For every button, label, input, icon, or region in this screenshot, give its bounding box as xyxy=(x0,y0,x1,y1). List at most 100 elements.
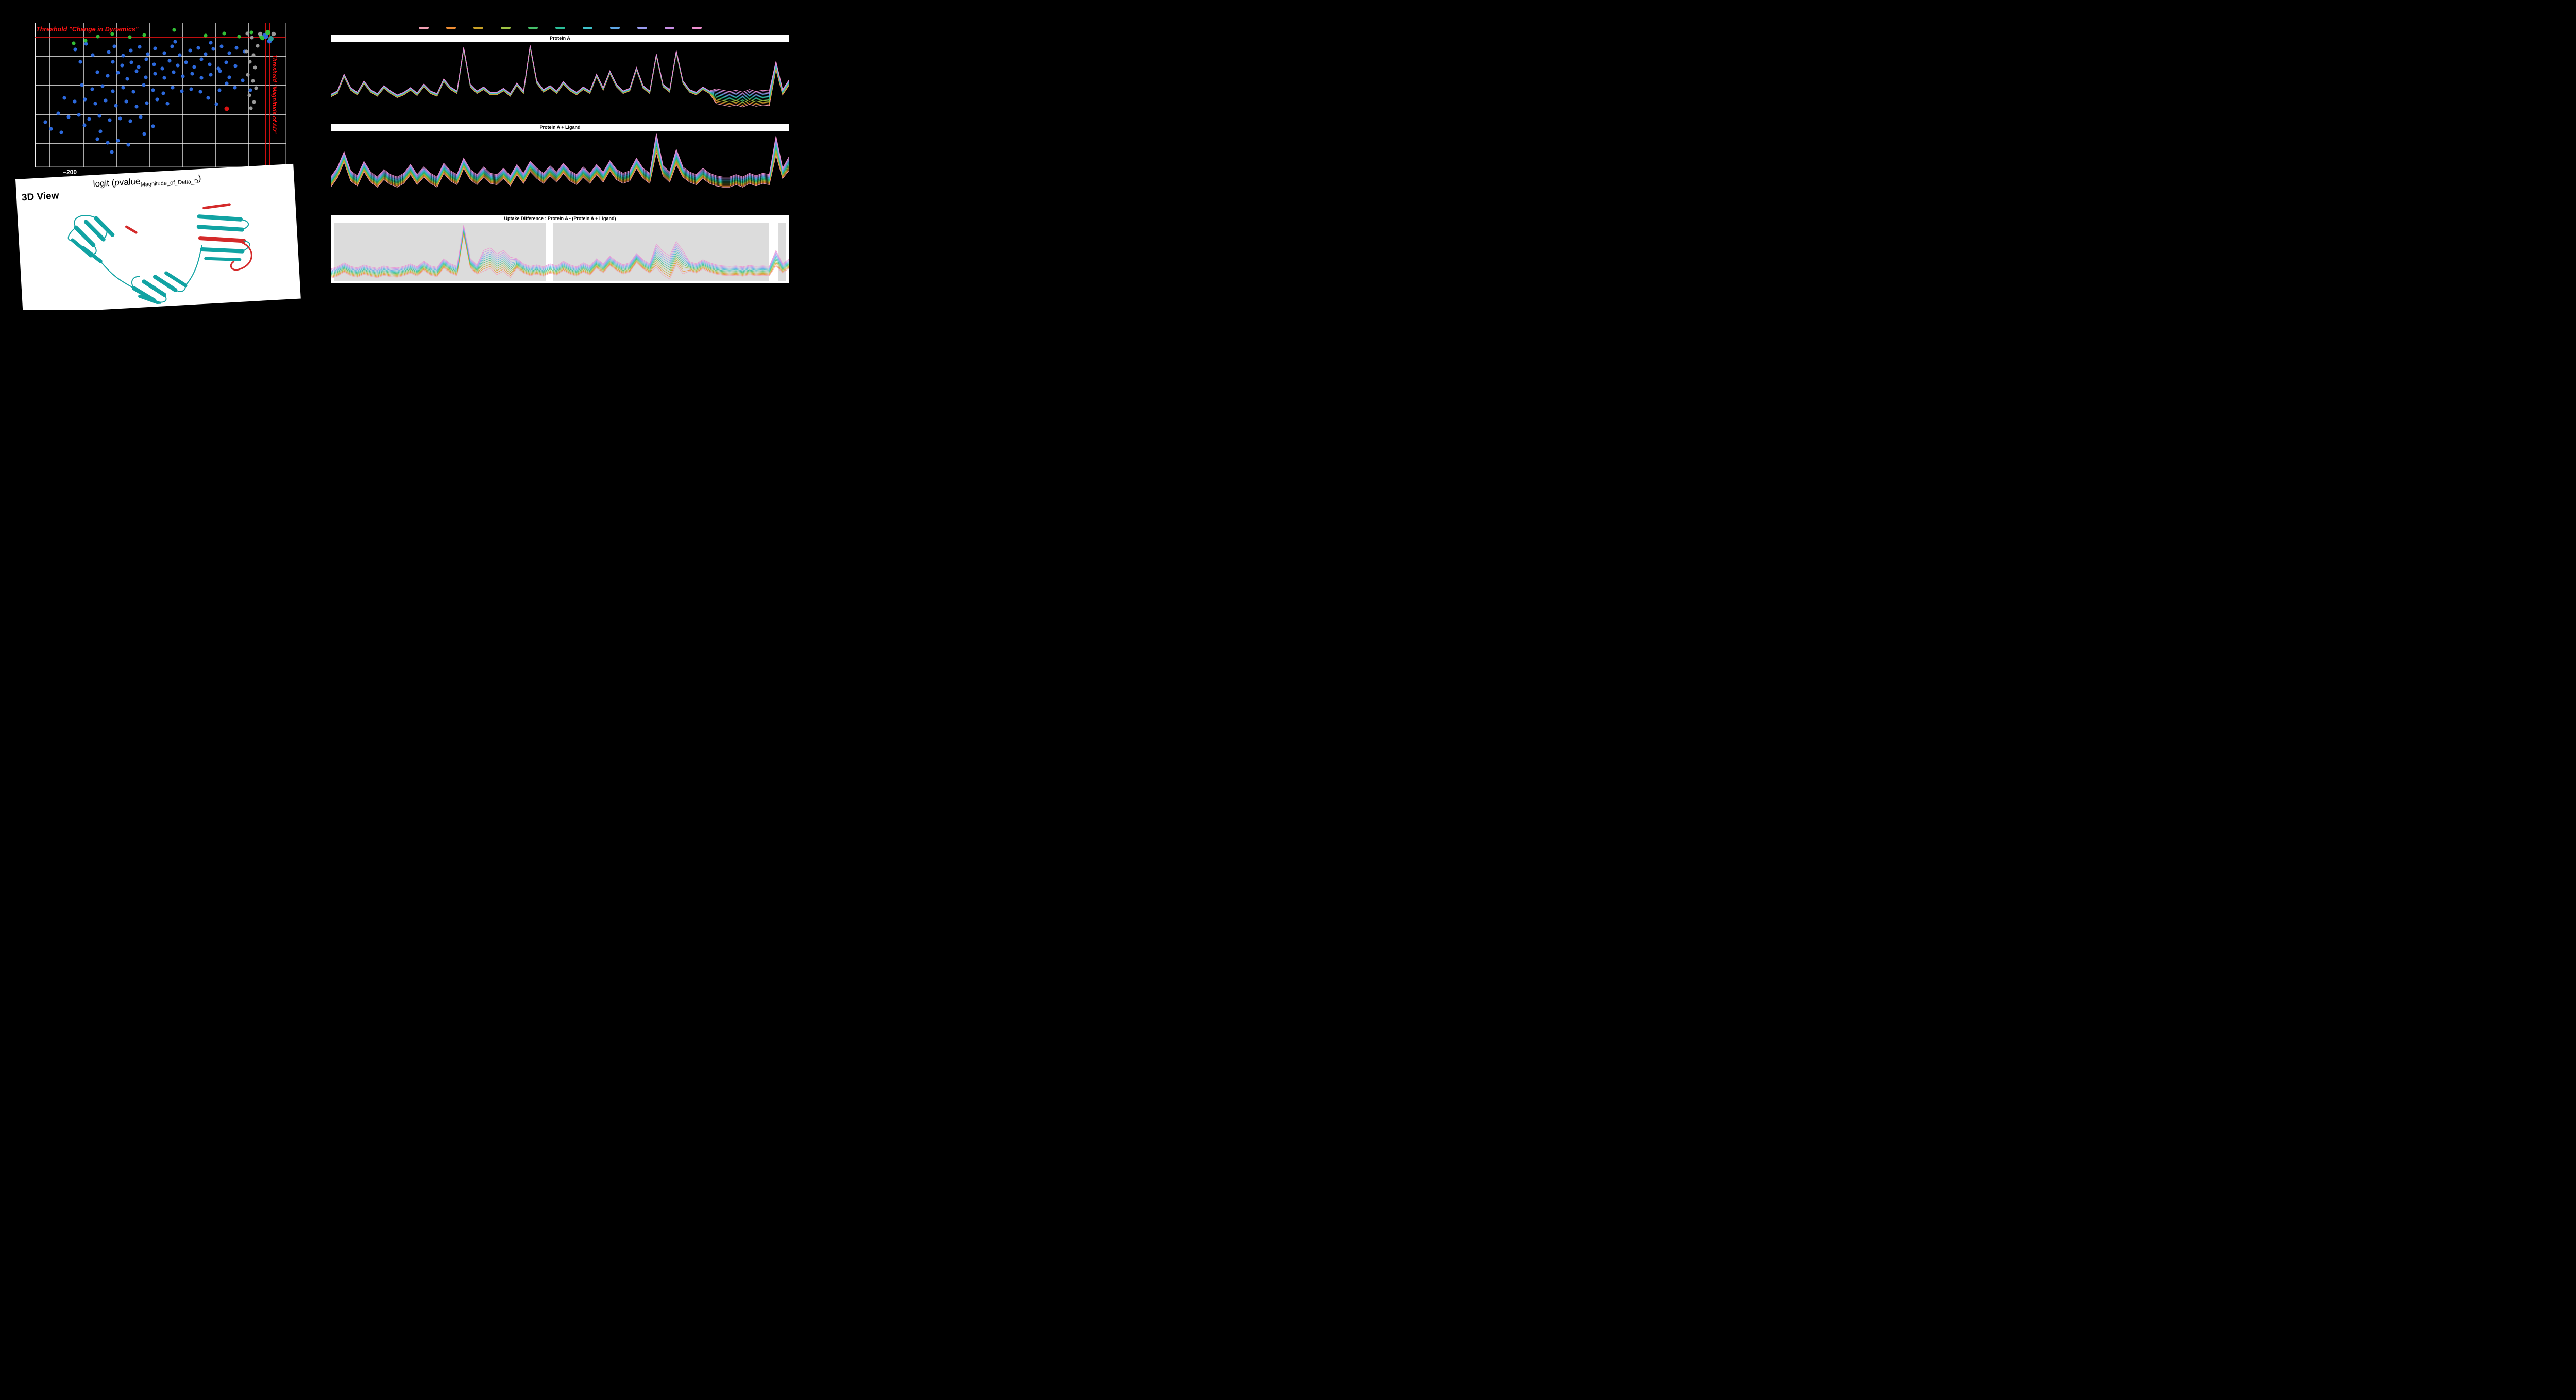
scatter-point[interactable] xyxy=(142,132,146,136)
scatter-point[interactable] xyxy=(208,62,212,66)
scatter-point[interactable] xyxy=(100,84,105,88)
scatter-point[interactable] xyxy=(153,72,157,76)
scatter-point[interactable] xyxy=(188,48,192,53)
scatter-point[interactable] xyxy=(153,46,157,50)
scatter-point[interactable] xyxy=(184,60,188,64)
scatter-point[interactable] xyxy=(178,53,182,57)
scatter-point[interactable] xyxy=(80,83,84,87)
scatter-point[interactable] xyxy=(173,40,177,44)
scatter-point[interactable] xyxy=(180,89,184,93)
scatter-point[interactable] xyxy=(160,66,164,71)
scatter-point[interactable] xyxy=(161,91,165,95)
scatter-point[interactable] xyxy=(91,53,95,57)
scatter-point[interactable] xyxy=(62,96,66,100)
volcano-plot-svg[interactable] xyxy=(35,23,286,167)
scatter-point[interactable] xyxy=(165,102,170,106)
legend-swatch[interactable] xyxy=(446,27,456,29)
scatter-point[interactable] xyxy=(144,57,148,61)
scatter-point[interactable] xyxy=(116,71,120,75)
scatter-point[interactable] xyxy=(206,96,210,100)
scatter-point[interactable] xyxy=(95,70,99,74)
scatter-point[interactable] xyxy=(73,99,77,104)
scatter-point[interactable] xyxy=(250,36,254,40)
scatter-point[interactable] xyxy=(106,74,110,78)
scatter-point[interactable] xyxy=(225,81,229,86)
scatter-point[interactable] xyxy=(198,90,202,94)
scatter-point[interactable] xyxy=(116,139,120,143)
scatter-point[interactable] xyxy=(224,106,229,111)
scatter-point[interactable] xyxy=(93,102,97,106)
scatter-point[interactable] xyxy=(248,60,252,64)
scatter-point[interactable] xyxy=(234,46,239,50)
scatter-point[interactable] xyxy=(204,52,208,56)
legend-swatch[interactable] xyxy=(528,27,538,29)
scatter-point[interactable] xyxy=(253,65,257,70)
scatter-point[interactable] xyxy=(237,35,241,39)
scatter-point[interactable] xyxy=(219,44,224,48)
scatter-point[interactable] xyxy=(121,86,125,90)
scatter-point[interactable] xyxy=(251,53,256,57)
scatter-point[interactable] xyxy=(111,60,115,64)
uptake-difference-svg[interactable] xyxy=(331,222,789,283)
scatter-point[interactable] xyxy=(199,57,204,61)
scatter-point[interactable] xyxy=(59,130,63,134)
scatter-point[interactable] xyxy=(248,88,252,92)
scatter-point[interactable] xyxy=(256,44,260,48)
scatter-point[interactable] xyxy=(217,88,222,92)
scatter-point[interactable] xyxy=(196,46,200,50)
scatter-point[interactable] xyxy=(49,127,53,131)
chart-area[interactable] xyxy=(331,42,789,119)
uptake-panel-protein-a-ligand[interactable]: Protein A + Ligand xyxy=(331,124,789,208)
legend-swatch[interactable] xyxy=(500,27,511,29)
scatter-point[interactable] xyxy=(139,115,143,119)
scatter-point[interactable] xyxy=(181,74,185,78)
scatter-point[interactable] xyxy=(111,89,115,93)
scatter-point[interactable] xyxy=(73,47,77,52)
scatter-point[interactable] xyxy=(204,33,208,38)
chart-area[interactable] xyxy=(331,131,789,208)
scatter-point[interactable] xyxy=(124,99,128,104)
scatter-point[interactable] xyxy=(190,72,194,76)
uptake-difference-panel[interactable]: Uptake Difference : Protein A - (Protein… xyxy=(331,215,789,283)
uptake-lines-svg[interactable] xyxy=(331,131,789,208)
legend-swatch[interactable] xyxy=(637,27,647,29)
scatter-point[interactable] xyxy=(114,104,118,108)
uptake-lines-svg[interactable] xyxy=(331,42,789,119)
scatter-point[interactable] xyxy=(138,45,142,49)
scatter-point[interactable] xyxy=(43,120,47,124)
scatter-point[interactable] xyxy=(249,30,253,35)
scatter-point[interactable] xyxy=(170,44,174,48)
structure-3d-panel[interactable]: logit (pvalueMagnitude_of_Delta_D) 3D Vi… xyxy=(15,163,301,310)
legend-swatch[interactable] xyxy=(418,27,429,29)
scatter-point[interactable] xyxy=(77,113,81,117)
scatter-point[interactable] xyxy=(246,73,250,77)
volcano-plot[interactable]: Threshold "Change in Dynamics" Threshold… xyxy=(35,23,286,167)
scatter-point[interactable] xyxy=(192,65,196,69)
scatter-point[interactable] xyxy=(129,60,133,64)
scatter-point[interactable] xyxy=(110,32,114,36)
legend-swatch[interactable] xyxy=(664,27,674,29)
chart-area[interactable] xyxy=(331,222,789,283)
scatter-point[interactable] xyxy=(172,70,176,74)
scatter-point[interactable] xyxy=(241,78,245,82)
scatter-point[interactable] xyxy=(214,102,218,106)
scatter-point[interactable] xyxy=(189,87,193,91)
scatter-point[interactable] xyxy=(108,118,112,122)
scatter-point[interactable] xyxy=(251,79,255,83)
scatter-point[interactable] xyxy=(252,100,256,104)
scatter-point[interactable] xyxy=(137,65,141,69)
scatter-point[interactable] xyxy=(233,64,238,68)
scatter-point[interactable] xyxy=(112,44,116,48)
scatter-point[interactable] xyxy=(96,35,100,39)
scatter-point[interactable] xyxy=(56,111,60,115)
scatter-point[interactable] xyxy=(134,105,139,109)
scatter-point[interactable] xyxy=(78,60,82,64)
scatter-point[interactable] xyxy=(142,83,146,87)
uptake-panel-protein-a[interactable]: Protein A xyxy=(331,35,789,119)
scatter-point[interactable] xyxy=(167,59,172,63)
scatter-point[interactable] xyxy=(118,116,122,121)
scatter-point[interactable] xyxy=(134,69,139,73)
scatter-point[interactable] xyxy=(218,69,222,73)
legend-swatch[interactable] xyxy=(582,27,592,29)
scatter-point[interactable] xyxy=(83,39,88,43)
